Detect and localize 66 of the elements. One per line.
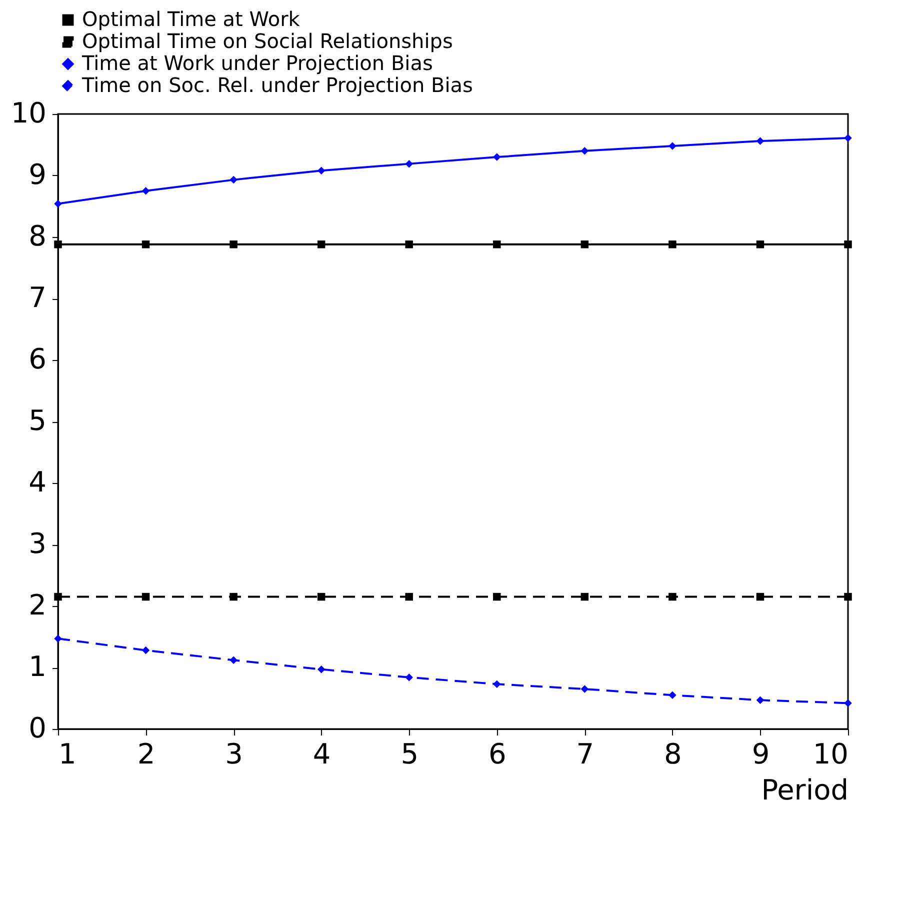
point [493, 153, 501, 161]
point [844, 592, 852, 601]
point [844, 134, 852, 142]
point [230, 176, 238, 184]
x-tick-label: 7 [576, 738, 594, 770]
point [405, 592, 413, 601]
point [844, 699, 852, 708]
point [54, 592, 62, 601]
y-tick-label: 1 [28, 650, 46, 683]
point [756, 137, 764, 145]
point [844, 240, 852, 248]
x-tick-label: 9 [752, 738, 770, 770]
point [142, 240, 150, 248]
y-tick-label: 8 [28, 220, 46, 252]
y-tick-label: 10 [10, 96, 46, 130]
point [756, 696, 764, 704]
point [580, 685, 589, 693]
point [580, 592, 589, 601]
y-tick-label: 6 [28, 342, 46, 376]
x-tick-label: 1 [58, 738, 76, 770]
point [317, 592, 326, 601]
x-axis-title: Period [761, 774, 848, 806]
point [668, 691, 676, 700]
point [54, 200, 62, 208]
y-tick-label: 3 [28, 527, 46, 560]
legend-label: Optimal Time at Work [82, 7, 300, 31]
x-tick-label: 6 [488, 738, 506, 770]
point [756, 240, 764, 248]
point [54, 634, 62, 642]
legend-label: Time at Work under Projection Bias [81, 51, 433, 75]
y-tick-label: 0 [28, 712, 46, 744]
point [317, 665, 326, 674]
y-tick-label: 9 [28, 158, 46, 191]
x-tick-label: 5 [400, 738, 419, 770]
x-tick-label: 4 [312, 738, 331, 770]
point [230, 656, 238, 664]
x-tick-label: 8 [664, 738, 682, 770]
point [668, 142, 676, 150]
point [580, 147, 589, 155]
point [756, 592, 764, 601]
legend-label: Time on Soc. Rel. under Projection Bias [81, 73, 473, 97]
y-tick-label: 5 [28, 404, 46, 437]
legend-label: Optimal Time on Social Relationships [82, 29, 453, 53]
point [493, 680, 501, 688]
point [493, 240, 501, 248]
y-tick-label: 7 [28, 281, 46, 314]
point [142, 187, 150, 195]
point [317, 166, 326, 174]
point [405, 240, 413, 248]
x-tick-label: 10 [812, 738, 848, 770]
point [668, 592, 676, 601]
point [405, 160, 413, 168]
point [142, 592, 150, 601]
point [230, 592, 238, 601]
point [668, 240, 676, 248]
point [493, 592, 501, 601]
x-tick-label: 3 [225, 738, 243, 770]
point [230, 240, 238, 248]
x-tick-label: 2 [137, 738, 156, 770]
point [142, 646, 150, 654]
point [317, 240, 326, 248]
point [580, 240, 589, 248]
y-tick-label: 4 [28, 466, 46, 498]
y-tick-label: 2 [28, 588, 46, 622]
point [405, 673, 413, 682]
point [54, 240, 62, 248]
